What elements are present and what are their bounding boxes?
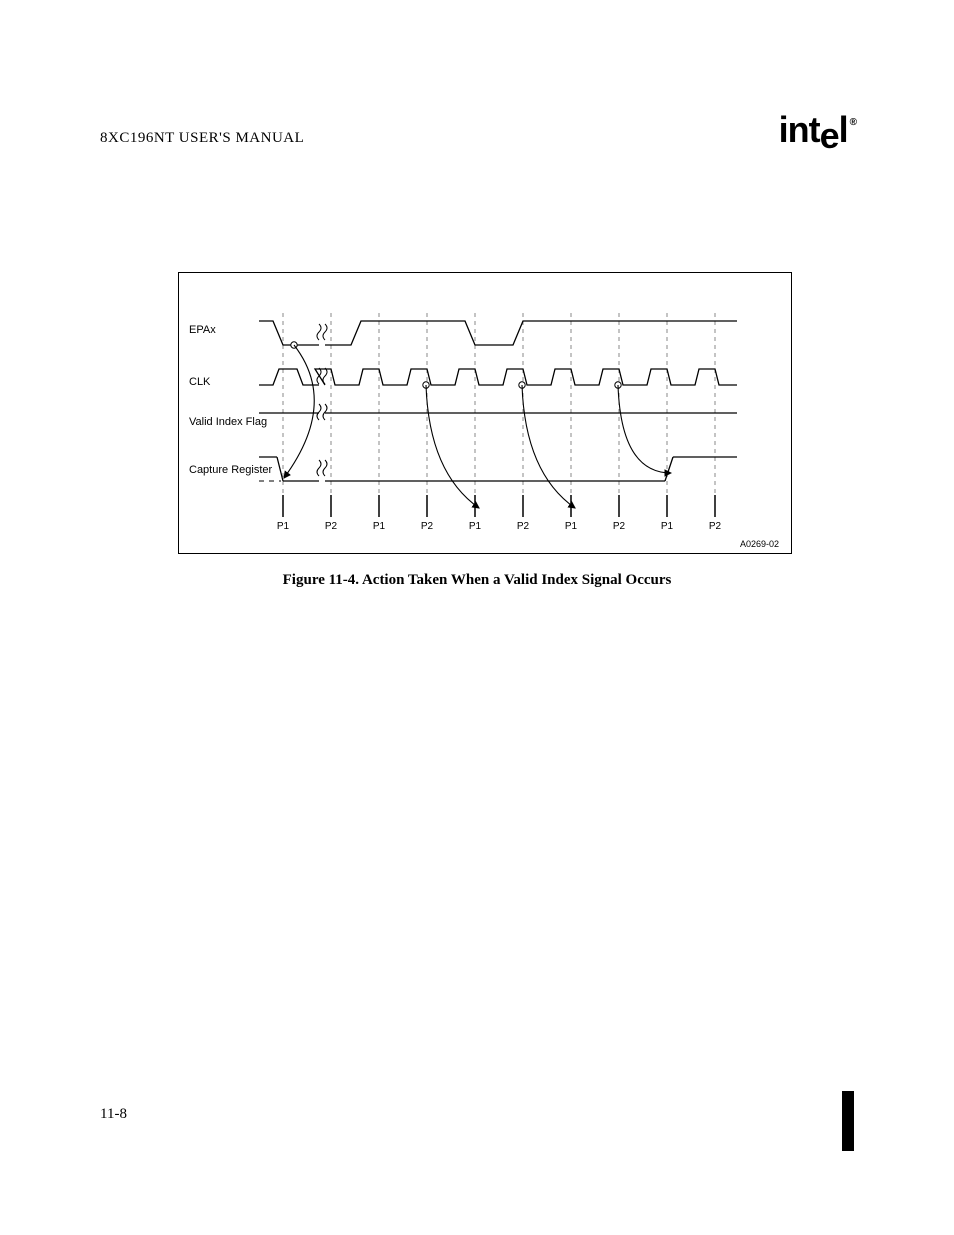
causal-arrow: [426, 385, 479, 508]
phase-label: P1: [661, 521, 674, 532]
phase-label: P1: [565, 521, 578, 532]
section-bar: [842, 1091, 854, 1151]
logo-part-drop: e: [820, 118, 839, 154]
signal-label: Valid Index Flag: [189, 416, 267, 428]
phase-label: P2: [421, 521, 434, 532]
phase-label: P2: [325, 521, 338, 532]
figure-frame: EPAx CLK Valid Index Flag Capture Register P…: [178, 272, 792, 554]
signal-label: EPAx: [189, 324, 216, 336]
logo-part-2: l: [839, 109, 848, 150]
phase-label: P1: [469, 521, 482, 532]
causal-arrow: [284, 345, 314, 478]
intel-logo: intel®: [779, 112, 854, 148]
phase-label: P1: [373, 521, 386, 532]
phase-label: P2: [709, 521, 722, 532]
diagram-code: A0269-02: [740, 539, 779, 549]
figure-caption: Figure 11-4. Action Taken When a Valid I…: [100, 572, 854, 589]
phase-label: P2: [517, 521, 530, 532]
logo-part-1: int: [779, 109, 820, 150]
page-number: 11-8: [100, 1106, 127, 1123]
timing-diagram: EPAx CLK Valid Index Flag Capture Register P…: [179, 273, 791, 553]
phase-label: P2: [613, 521, 626, 532]
header-title: 8XC196NT USER'S MANUAL: [100, 130, 304, 147]
causal-arrow: [522, 385, 575, 508]
signal-label: CLK: [189, 376, 211, 388]
signal-label: Capture Register: [189, 464, 272, 476]
causal-arrow: [618, 385, 671, 473]
phase-label: P1: [277, 521, 290, 532]
logo-registered: ®: [850, 117, 856, 128]
